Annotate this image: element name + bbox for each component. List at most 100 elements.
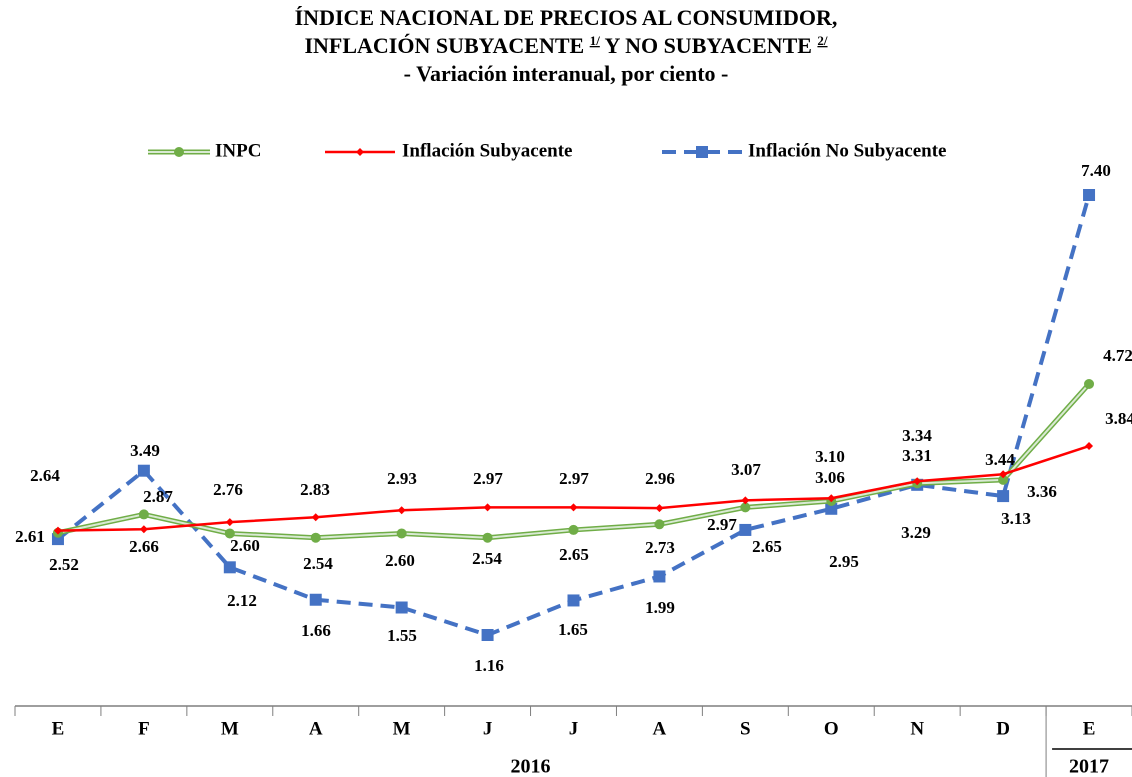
legend-marker: [174, 147, 184, 157]
point: [482, 532, 493, 543]
value-label: 3.36: [1027, 482, 1057, 501]
x-tick-label: S: [740, 718, 751, 739]
value-label: 1.55: [387, 626, 417, 645]
point: [739, 523, 752, 536]
point: [1084, 378, 1095, 389]
chart-title: ÍNDICE NACIONAL DE PRECIOS AL CONSUMIDOR…: [295, 5, 838, 30]
value-label: 3.49: [130, 441, 160, 460]
point: [827, 494, 836, 503]
point: [53, 526, 62, 535]
x-tick-label: M: [221, 718, 239, 739]
point: [138, 509, 149, 520]
value-label: 2.61: [15, 527, 45, 546]
value-label: 2.97: [473, 469, 503, 488]
title-part: Y NO SUBYACENTE: [600, 33, 818, 58]
value-label: 3.34: [902, 426, 932, 445]
point: [653, 570, 666, 583]
point: [1083, 189, 1096, 201]
value-label: 2.96: [645, 469, 675, 488]
footnote-ref: 2/: [817, 33, 828, 48]
x-tick-label: D: [996, 718, 1010, 739]
value-label: 2.54: [303, 554, 333, 573]
point: [567, 594, 580, 607]
legend-marker: [696, 146, 708, 158]
value-label: 2.54: [472, 549, 502, 568]
point: [481, 629, 494, 641]
point: [310, 532, 321, 543]
series-line: [56, 194, 1091, 638]
value-label: 2.66: [129, 537, 159, 556]
legend-marker: [356, 148, 364, 156]
point: [309, 593, 322, 606]
value-label: 3.10: [815, 447, 845, 466]
value-label: 3.44: [985, 450, 1015, 469]
legend-label: Inflación Subyacente: [402, 140, 573, 161]
point: [483, 503, 492, 512]
point: [825, 502, 838, 515]
value-label: 2.65: [559, 545, 589, 564]
point: [998, 474, 1009, 485]
legend-label: Inflación No Subyacente: [748, 140, 946, 161]
value-label: 2.60: [385, 551, 415, 570]
x-tick-label: A: [309, 718, 323, 739]
point: [139, 525, 148, 534]
point: [740, 502, 751, 513]
value-label: 2.76: [213, 480, 243, 499]
value-label: 7.40: [1081, 161, 1111, 180]
x-tick-label: A: [653, 718, 667, 739]
value-label: 3.06: [815, 468, 845, 487]
value-label: 2.65: [752, 537, 782, 556]
point: [741, 496, 750, 505]
x-tick-label: F: [138, 718, 150, 739]
point: [224, 528, 235, 539]
legend-label: INPC: [215, 140, 261, 161]
x-tick-label: O: [824, 718, 839, 739]
point: [655, 504, 664, 513]
chart-subtitle: - Variación interanual, por ciento -: [404, 61, 729, 86]
x-tick-label: J: [569, 718, 579, 739]
value-label: 2.97: [707, 515, 737, 534]
value-label: 3.07: [731, 460, 761, 479]
point: [396, 528, 407, 539]
point: [311, 513, 320, 522]
point: [223, 561, 236, 574]
x-tick-label: M: [393, 718, 411, 739]
series-line-inner: [57, 383, 1090, 539]
series-line: [57, 382, 1091, 541]
point: [999, 470, 1008, 479]
value-label: 1.99: [645, 598, 675, 617]
point: [654, 519, 665, 530]
value-label: 4.72: [1103, 346, 1132, 365]
value-label: 2.93: [387, 469, 417, 488]
value-label: 3.13: [1001, 509, 1031, 528]
chart-title: INFLACIÓN SUBYACENTE 1/ Y NO SUBYACENTE …: [304, 33, 827, 58]
value-label: 1.65: [558, 620, 588, 639]
value-label: 3.84: [1105, 409, 1132, 428]
value-label: 2.97: [559, 469, 589, 488]
value-label: 2.64: [30, 466, 60, 485]
value-label: 2.73: [645, 538, 675, 557]
value-label: 2.87: [143, 487, 173, 506]
title-part: INFLACIÓN SUBYACENTE: [304, 33, 589, 58]
x-tick-label: N: [910, 718, 924, 739]
point: [997, 490, 1010, 503]
value-label: 2.83: [300, 480, 330, 499]
point: [568, 524, 579, 535]
group-label: 2016: [511, 756, 551, 777]
point: [137, 464, 150, 477]
x-tick-label: E: [1083, 718, 1096, 739]
point: [397, 506, 406, 515]
value-label: 2.60: [230, 536, 260, 555]
point: [225, 518, 234, 527]
value-label: 3.29: [901, 523, 931, 542]
value-label: 1.66: [301, 621, 331, 640]
group-label: 2017: [1069, 756, 1109, 777]
point: [569, 503, 578, 512]
value-label: 3.31: [902, 446, 932, 465]
point: [1085, 442, 1094, 451]
point: [395, 601, 408, 614]
value-label: 2.52: [49, 555, 79, 574]
value-label: 2.12: [227, 591, 257, 610]
footnote-ref: 1/: [590, 33, 601, 48]
